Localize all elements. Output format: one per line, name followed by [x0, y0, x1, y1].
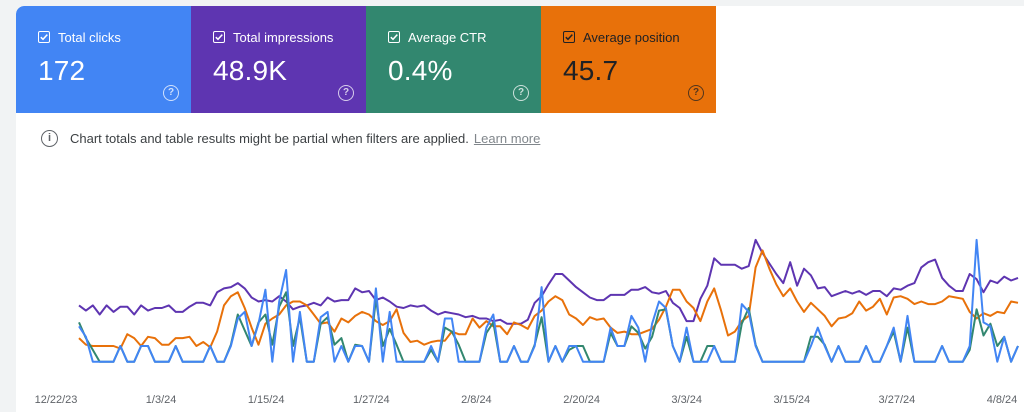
partial-data-notice: i Chart totals and table results might b…: [41, 130, 540, 147]
x-tick-label: 1/3/24: [146, 394, 177, 406]
series-line-1: [78, 249, 1019, 350]
performance-card: Total clicks 172 ? Total impressions 48.…: [16, 6, 1024, 412]
x-tick-label: 2/8/24: [461, 394, 492, 406]
x-tick-label: 3/27/24: [879, 394, 916, 406]
metric-average-ctr[interactable]: Average CTR 0.4% ?: [366, 6, 541, 113]
metric-label: Total impressions: [233, 29, 334, 45]
help-icon[interactable]: ?: [688, 85, 704, 101]
x-tick-label: 2/20/24: [563, 394, 600, 406]
metric-label: Average CTR: [408, 29, 487, 45]
metric-value: 45.7: [563, 55, 619, 86]
info-icon: i: [41, 130, 58, 147]
learn-more-link[interactable]: Learn more: [473, 131, 541, 146]
metric-total-clicks[interactable]: Total clicks 172 ?: [16, 6, 191, 113]
x-tick-label: 1/15/24: [248, 394, 285, 406]
checkbox-checked-icon[interactable]: [213, 31, 225, 43]
metric-label: Average position: [583, 29, 680, 45]
metric-total-impressions[interactable]: Total impressions 48.9K ?: [191, 6, 366, 113]
notice-text: Chart totals and table results might be …: [70, 131, 469, 146]
checkbox-checked-icon[interactable]: [563, 31, 575, 43]
help-icon[interactable]: ?: [338, 85, 354, 101]
x-tick-label: 3/3/24: [671, 394, 702, 406]
series-line-3: [78, 238, 1019, 363]
x-tick-label: 3/15/24: [773, 394, 810, 406]
metric-value: 0.4%: [388, 55, 453, 86]
metric-label: Total clicks: [58, 29, 121, 45]
metric-average-position[interactable]: Average position 45.7 ?: [541, 6, 716, 113]
x-tick-label: 4/8/24: [987, 394, 1018, 406]
metric-value: 172: [38, 55, 86, 86]
series-line-0: [78, 238, 1019, 325]
metric-value: 48.9K: [213, 55, 288, 86]
x-tick-label: 12/22/23: [35, 394, 78, 406]
x-tick-label: 1/27/24: [353, 394, 390, 406]
help-icon[interactable]: ?: [513, 85, 529, 101]
metric-tiles: Total clicks 172 ? Total impressions 48.…: [16, 6, 716, 113]
performance-line-chart: 12/22/23 1/3/24 1/15/24 1/27/24 2/8/24 2/20/2…: [35, 238, 1019, 406]
checkbox-checked-icon[interactable]: [38, 31, 50, 43]
help-icon[interactable]: ?: [163, 85, 179, 101]
checkbox-checked-icon[interactable]: [388, 31, 400, 43]
